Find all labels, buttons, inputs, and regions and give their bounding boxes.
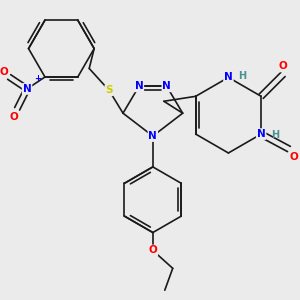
Text: +: + (34, 74, 41, 83)
Text: N: N (257, 129, 266, 139)
Text: O: O (148, 245, 157, 255)
Text: N: N (23, 84, 32, 94)
Text: H: H (271, 130, 279, 140)
Text: S: S (105, 85, 113, 95)
Text: N: N (224, 72, 233, 82)
Text: N: N (148, 131, 157, 141)
Text: N: N (162, 81, 171, 92)
Text: H: H (238, 71, 247, 81)
Text: N: N (134, 81, 143, 92)
Text: O: O (10, 112, 19, 122)
Text: O: O (279, 61, 287, 71)
Text: O: O (0, 67, 9, 77)
Text: O: O (290, 152, 298, 162)
